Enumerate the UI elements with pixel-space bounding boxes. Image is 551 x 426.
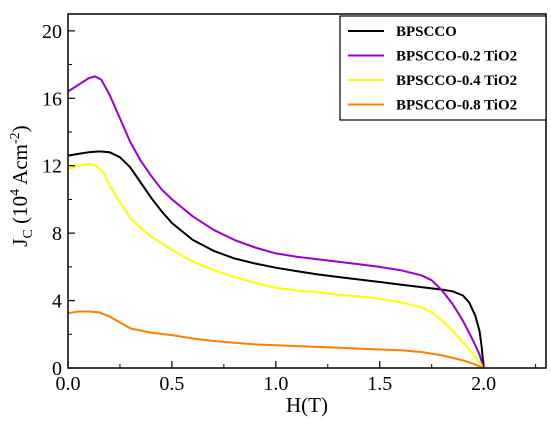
legend-label: BPSCCO [396,24,457,40]
legend-label: BPSCCO-0.4 TiO2 [396,73,517,89]
y-tick-label: 12 [42,156,62,178]
y-axis-title-unit-open: (10 [8,196,32,229]
x-tick-label: 2.0 [471,373,496,395]
x-axis-title: H(T) [286,393,328,417]
y-axis-title-unit-exp: 4 [8,189,23,196]
y-axis-title-unit-close: ) [8,125,32,132]
y-axis-title-sub: C [21,229,36,238]
legend-label: BPSCCO-0.2 TiO2 [396,49,517,65]
series-line [67,75,485,369]
y-axis-title-unit-exp2: -2 [8,132,23,144]
y-axis-title: JC (104 Acm-2) [8,125,36,246]
plot-frame [67,13,547,369]
y-axis-title-main: J [8,239,32,247]
series-line [67,150,485,369]
series-line [67,163,485,369]
y-tick-label: 20 [42,21,62,43]
x-tick-label: 1.5 [367,373,392,395]
y-tick-label: 16 [42,88,62,110]
series-lines [67,75,485,369]
legend-label: BPSCCO-0.8 TiO2 [396,98,517,114]
y-tick-label: 0 [52,358,62,380]
legend-box [339,15,547,121]
y-axis-title-unit-mid: Acm [8,144,32,189]
series-line [67,310,485,369]
x-tick-label: 1.0 [263,373,288,395]
x-tick-label: 0.0 [56,373,81,395]
x-tick-label: 0.5 [159,373,184,395]
axis-ticks [67,30,537,369]
axis-tick-labels: 0.0 0.5 1.0 1.5 2.0 0 4 8 12 16 20 [42,21,496,395]
y-tick-label: 8 [52,223,62,245]
y-tick-label: 4 [52,291,62,313]
legend: BPSCCO BPSCCO-0.2 TiO2 BPSCCO-0.4 TiO2 BPSC… [339,15,547,121]
